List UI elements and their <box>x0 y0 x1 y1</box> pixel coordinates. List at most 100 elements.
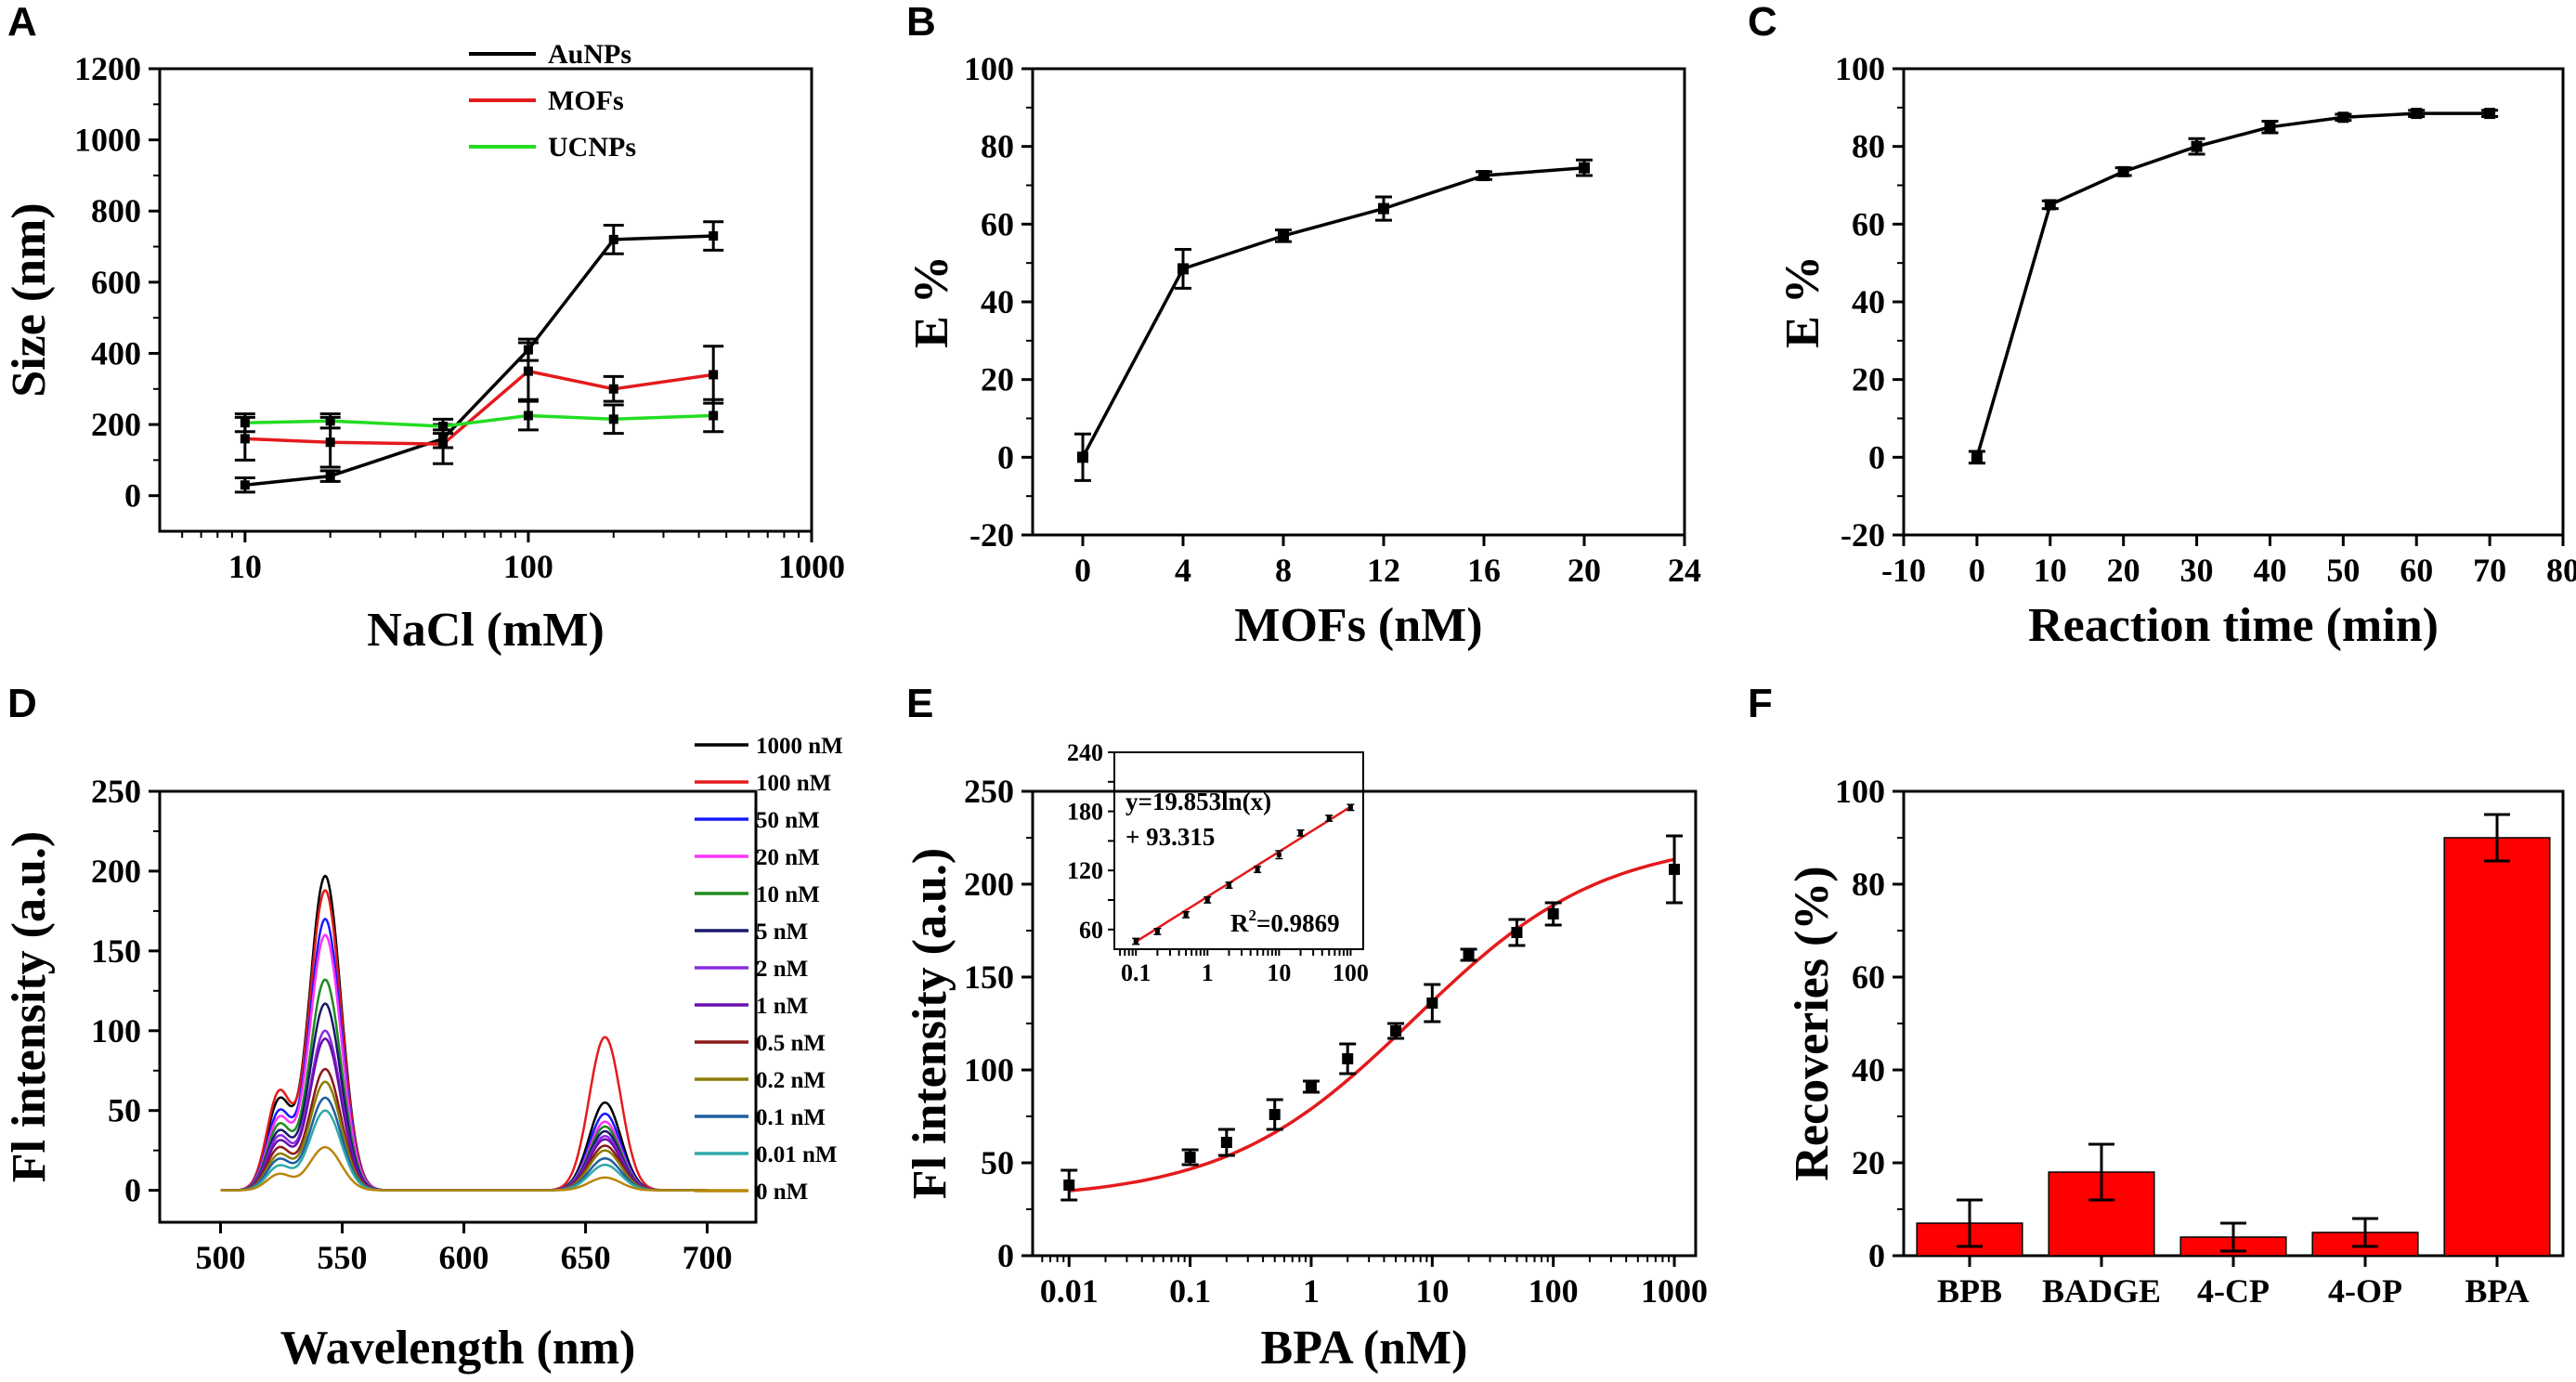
data-point <box>523 366 533 376</box>
data-point <box>1220 1137 1232 1148</box>
chart-panel-f: 0 20 40 60 80 100 BPB BADGE 4-CP 4-OP BPA Recoverie… <box>1786 773 2565 1310</box>
data-point <box>523 411 533 421</box>
x-tick-label: 60 <box>2400 552 2433 589</box>
y-tick-label: 50 <box>981 1144 1014 1181</box>
data-point <box>438 439 449 450</box>
y-tick-label: 20 <box>1852 1144 1885 1181</box>
panel-letter-d: D <box>7 681 37 726</box>
plot-frame <box>1902 67 2565 537</box>
data-point <box>325 437 335 448</box>
x-tick-label: 4-CP <box>2197 1272 2270 1310</box>
data-point <box>2411 108 2423 120</box>
data-point <box>1342 1053 1354 1064</box>
x-tick-label: 100 <box>1529 1272 1579 1310</box>
data-point <box>608 234 618 244</box>
data-point <box>709 411 719 421</box>
y-tick-label: 60 <box>1852 958 1885 996</box>
legend-label: 0.2 nM <box>756 1068 826 1093</box>
panel-letter-a: A <box>7 0 37 45</box>
y-tick-label: 60 <box>981 205 1014 242</box>
bar-bpa <box>2443 837 2551 1257</box>
x-tick-label: 0 <box>1074 552 1091 589</box>
data-point <box>1426 997 1438 1009</box>
x-tick-label: 4-OP <box>2328 1272 2402 1310</box>
data-point <box>1063 1180 1075 1191</box>
y-tick-label: 200 <box>964 866 1014 903</box>
data-point <box>240 434 250 444</box>
y-tick-label: 1000 <box>74 122 141 159</box>
y-axis-title: Fl intensity (a.u.) <box>904 848 956 1199</box>
y-tick-label: -20 <box>969 516 1014 554</box>
inset-r-squared: R2=0.9869 <box>1230 906 1340 937</box>
x-tick-label: BPB <box>1937 1272 2002 1310</box>
data-point <box>1378 202 1389 215</box>
y-tick-label: 100 <box>964 1051 1014 1089</box>
y-tick-label: 250 <box>91 773 141 810</box>
x-axis-title: Wavelength (nm) <box>280 1322 636 1375</box>
data-point <box>1669 864 1681 875</box>
legend-label: 0.5 nM <box>756 1031 826 1056</box>
y-tick-label: 20 <box>981 361 1014 398</box>
legend-label: 20 nM <box>756 845 820 870</box>
x-tick-label: 16 <box>1467 552 1501 589</box>
data-point <box>240 480 250 490</box>
y-tick-label: 240 <box>1067 739 1103 766</box>
chart-panel-d: 500 550 600 650 700 0 50 100 150 200 250 1000 nM 100… <box>3 734 843 1375</box>
legend-label: UCNPs <box>548 132 636 163</box>
inset-data-point <box>1154 929 1160 934</box>
x-tick-label: 650 <box>561 1239 611 1276</box>
fit-curve <box>1069 857 1675 1193</box>
legend-label: 50 nM <box>756 808 820 833</box>
y-tick-label: 150 <box>91 932 141 970</box>
x-tick-label: 1 <box>1303 1272 1320 1310</box>
data-point <box>2191 140 2203 152</box>
x-axis-title: BPA (nM) <box>1261 1322 1468 1375</box>
x-tick-label: 10 <box>1415 1272 1449 1310</box>
chart-panel-c: -10 0 10 20 30 40 50 60 70 80 -20 0 20 40 60 80 100 React… <box>1776 50 2576 652</box>
series-line-ucnps <box>244 413 714 428</box>
y-tick-label: 180 <box>1067 799 1103 826</box>
data-point <box>709 370 719 380</box>
legend-label: 100 nM <box>756 771 831 796</box>
spectrum-20-nM <box>220 933 708 1192</box>
y-tick-label: 400 <box>91 334 141 372</box>
x-tick-label: 600 <box>439 1239 489 1276</box>
x-tick-label: 10 <box>2034 552 2067 589</box>
legend-label: 5 nM <box>756 919 808 945</box>
legend-label: 0.01 nM <box>756 1142 838 1167</box>
inset-data-point <box>1326 815 1332 821</box>
data-point <box>325 416 335 426</box>
x-tick-label: 10 <box>228 548 262 585</box>
y-tick-label: 40 <box>1852 1051 1885 1089</box>
plot-frame <box>1113 751 1364 950</box>
data-point <box>1511 927 1523 938</box>
y-tick-label: 20 <box>1852 361 1885 398</box>
y-tick-label: 600 <box>91 264 141 301</box>
legend-label: 1 nM <box>756 994 808 1019</box>
inset-data-point <box>1183 912 1189 918</box>
inset-data-point <box>1226 882 1231 888</box>
x-tick-label: 0.1 <box>1121 959 1151 986</box>
data-point <box>608 384 618 394</box>
y-tick-label: 50 <box>108 1092 141 1129</box>
chart-panel-e: 0.01 0.1 1 10 100 1000 0 50 100 150 200 250 BPA (nM)… <box>904 739 1708 1375</box>
x-tick-label: 0.01 <box>1040 1272 1099 1310</box>
y-tick-label: 100 <box>91 1012 141 1050</box>
x-tick-label: 1 <box>1202 959 1214 986</box>
data-point <box>1579 162 1590 174</box>
y-tick-label: 200 <box>91 853 141 890</box>
y-tick-label: 100 <box>964 50 1014 87</box>
data-point <box>608 414 618 424</box>
y-tick-label: 120 <box>1067 857 1103 884</box>
y-tick-label: 60 <box>1079 917 1103 944</box>
data-point <box>1547 908 1559 919</box>
inset-data-point <box>1204 897 1210 903</box>
x-tick-label: 8 <box>1275 552 1292 589</box>
data-point <box>2337 111 2349 124</box>
panel-letter-c: C <box>1748 0 1777 45</box>
y-axis-title: E % <box>905 255 958 348</box>
x-tick-label: 100 <box>503 548 553 585</box>
inset-fit-line <box>1135 805 1352 943</box>
plot-frame <box>1031 67 1686 537</box>
